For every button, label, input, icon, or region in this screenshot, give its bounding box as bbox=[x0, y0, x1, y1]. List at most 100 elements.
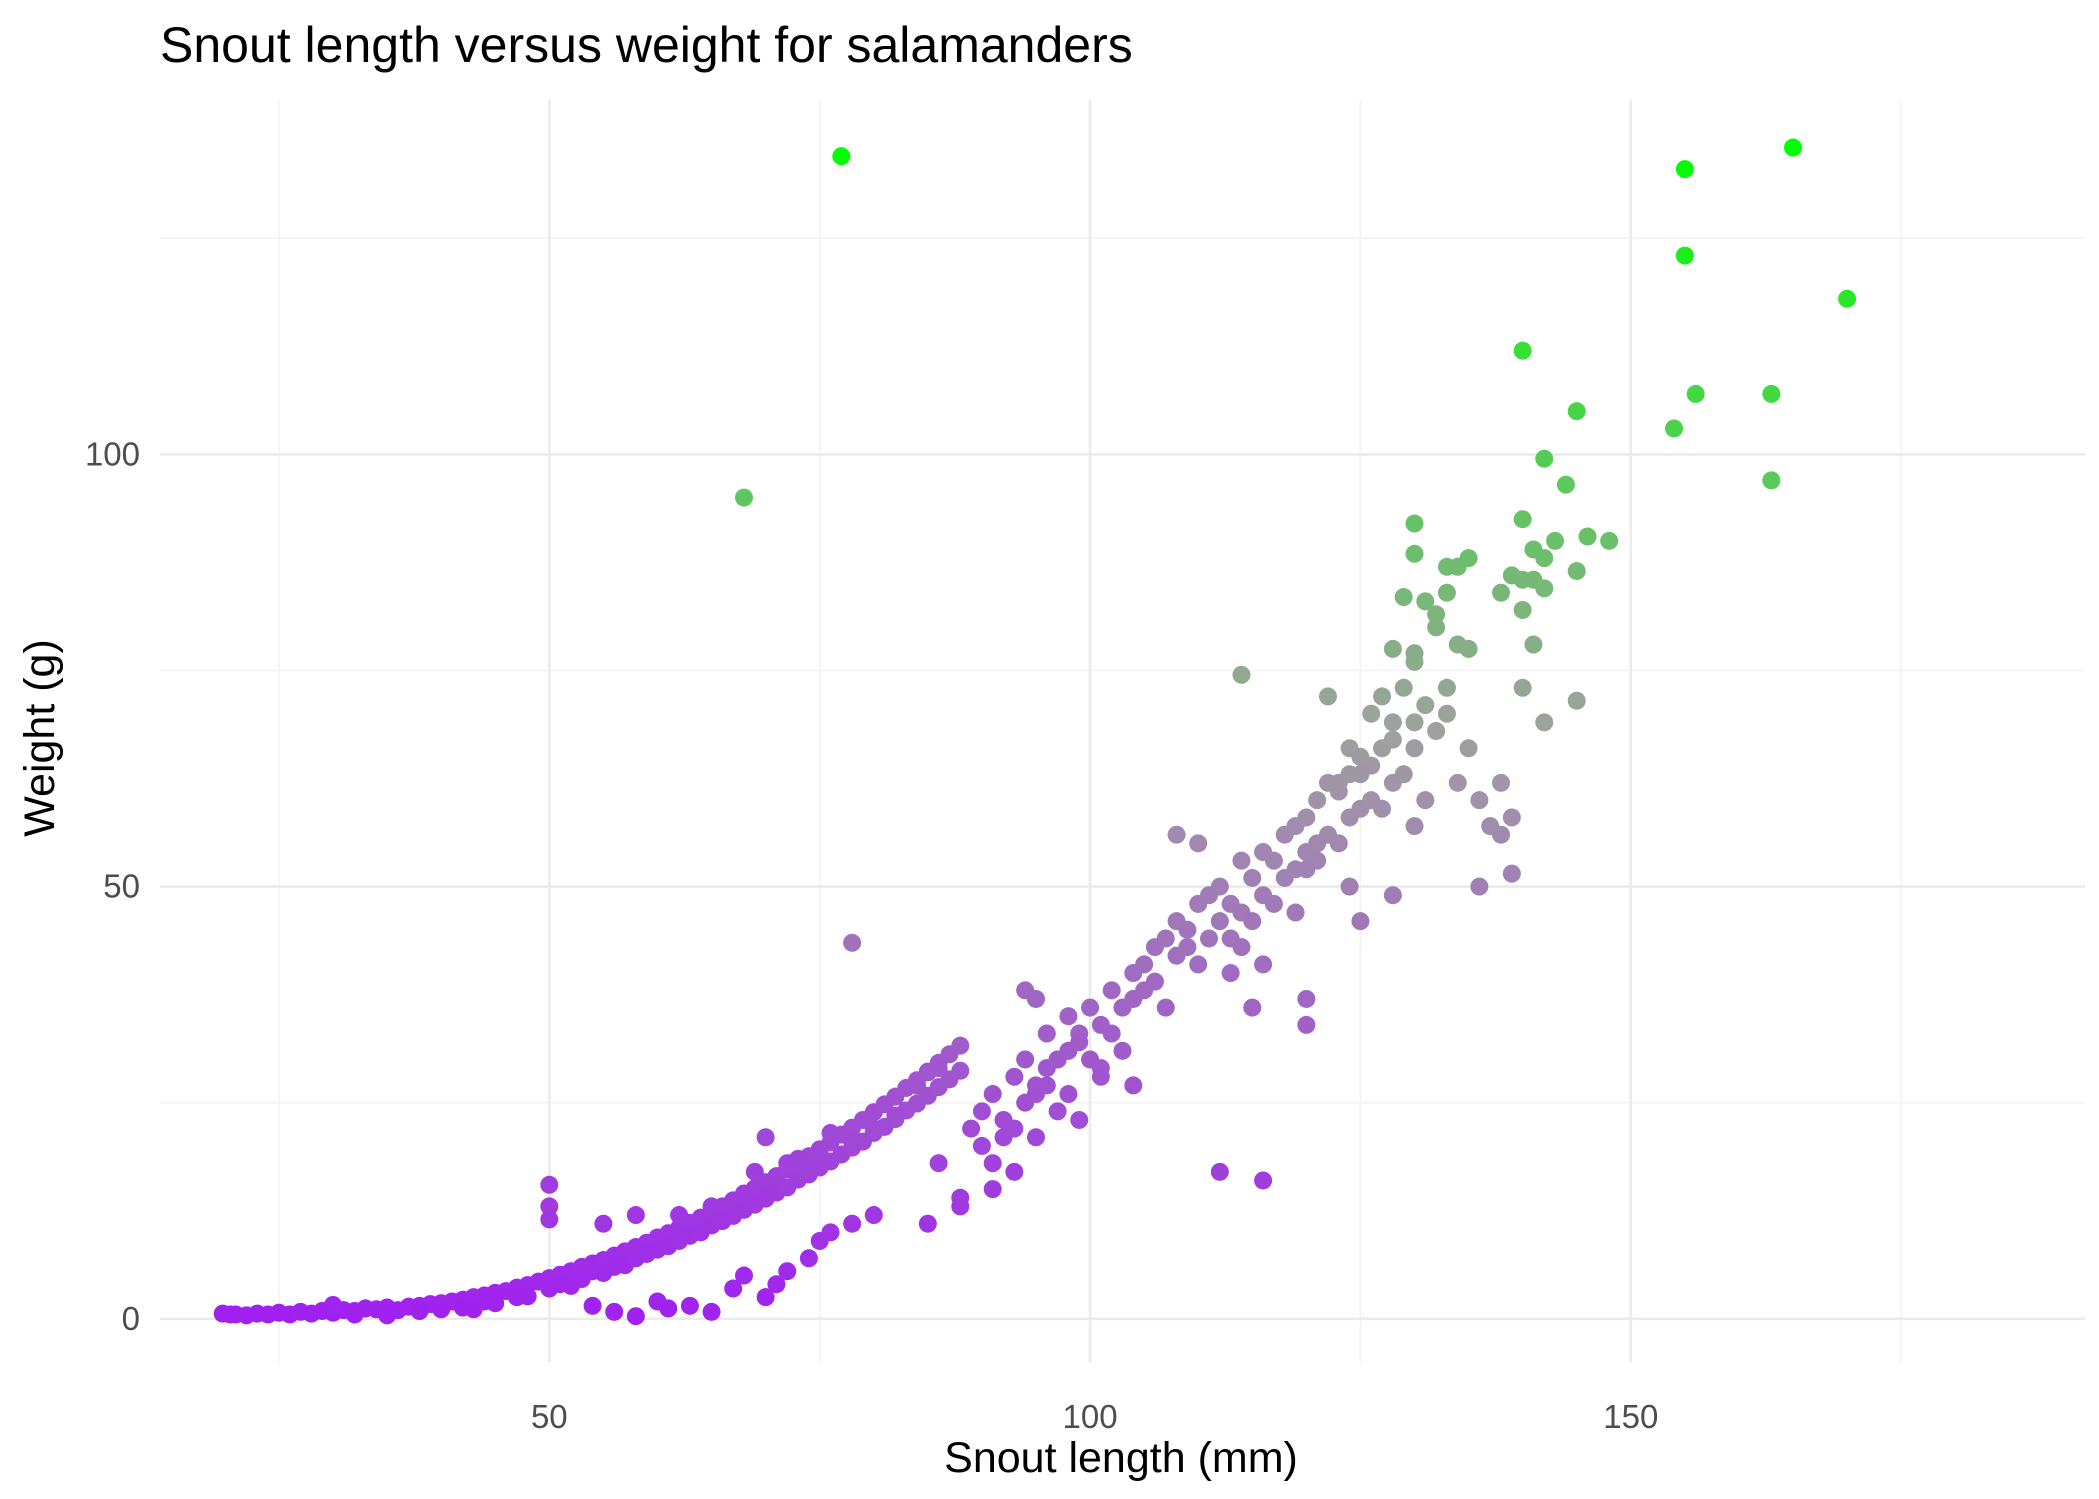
data-point bbox=[1070, 1110, 1089, 1129]
data-point bbox=[1124, 1076, 1143, 1095]
data-point bbox=[1329, 773, 1348, 792]
data-point bbox=[1513, 678, 1532, 697]
data-point bbox=[1535, 579, 1554, 598]
data-point bbox=[1492, 825, 1511, 844]
data-point bbox=[1210, 877, 1229, 896]
data-point bbox=[908, 1076, 927, 1095]
data-point bbox=[1113, 1041, 1132, 1060]
data-points bbox=[213, 138, 1857, 1326]
data-point bbox=[821, 1223, 840, 1242]
data-point bbox=[843, 1132, 862, 1151]
data-point bbox=[1037, 1076, 1056, 1095]
data-point bbox=[799, 1158, 818, 1177]
data-point bbox=[1340, 739, 1359, 758]
data-point bbox=[734, 1266, 753, 1285]
data-point bbox=[1102, 981, 1121, 1000]
data-point bbox=[1600, 531, 1619, 550]
data-point bbox=[1383, 886, 1402, 905]
data-point bbox=[680, 1296, 699, 1315]
data-point bbox=[324, 1295, 343, 1314]
data-point bbox=[1048, 1050, 1067, 1069]
data-point bbox=[1221, 964, 1240, 983]
data-point bbox=[659, 1299, 678, 1318]
data-point bbox=[983, 1154, 1002, 1173]
data-point bbox=[1394, 765, 1413, 784]
data-point bbox=[724, 1279, 743, 1298]
data-point bbox=[1210, 1162, 1229, 1181]
y-axis-ticks: 0 50 100 bbox=[85, 435, 140, 1336]
data-point bbox=[756, 1128, 775, 1147]
data-point bbox=[1502, 864, 1521, 883]
data-point bbox=[1546, 531, 1565, 550]
data-point bbox=[1254, 955, 1273, 974]
data-point bbox=[1308, 834, 1327, 853]
data-point bbox=[778, 1262, 797, 1281]
data-point bbox=[1037, 1024, 1056, 1043]
data-point bbox=[1081, 998, 1100, 1017]
data-point bbox=[1059, 1085, 1078, 1104]
x-tick-label: 50 bbox=[531, 1398, 568, 1435]
data-point bbox=[1383, 730, 1402, 749]
data-point bbox=[1297, 989, 1316, 1008]
data-point bbox=[702, 1302, 721, 1321]
data-point bbox=[1383, 639, 1402, 658]
data-point bbox=[972, 1102, 991, 1121]
data-point bbox=[1405, 713, 1424, 732]
data-point bbox=[983, 1180, 1002, 1199]
data-point bbox=[1232, 851, 1251, 870]
data-point bbox=[810, 1141, 829, 1160]
data-point bbox=[951, 1188, 970, 1207]
data-point bbox=[1156, 998, 1175, 1017]
data-point bbox=[1243, 868, 1262, 887]
data-point bbox=[1351, 765, 1370, 784]
data-point bbox=[1513, 510, 1532, 529]
data-point bbox=[1318, 687, 1337, 706]
data-point bbox=[1567, 691, 1586, 710]
data-point bbox=[734, 488, 753, 507]
data-point bbox=[1264, 851, 1283, 870]
data-point bbox=[1405, 544, 1424, 563]
data-point bbox=[1135, 955, 1154, 974]
data-point bbox=[540, 1197, 559, 1216]
data-point bbox=[1070, 1033, 1089, 1052]
data-point bbox=[756, 1288, 775, 1307]
data-point bbox=[1362, 704, 1381, 723]
data-point bbox=[1329, 834, 1348, 853]
data-point bbox=[1254, 1171, 1273, 1190]
data-point bbox=[1416, 592, 1435, 611]
data-point bbox=[1373, 687, 1392, 706]
data-point bbox=[1264, 894, 1283, 913]
data-point bbox=[1762, 384, 1781, 403]
data-point bbox=[1005, 1119, 1024, 1138]
data-point bbox=[745, 1162, 764, 1181]
data-point bbox=[929, 1154, 948, 1173]
data-point bbox=[1005, 1162, 1024, 1181]
data-point bbox=[626, 1206, 645, 1225]
data-point bbox=[843, 1214, 862, 1233]
data-point bbox=[1297, 860, 1316, 879]
data-point bbox=[1416, 696, 1435, 715]
data-point bbox=[1665, 419, 1684, 438]
data-point bbox=[1459, 739, 1478, 758]
y-tick-label: 0 bbox=[122, 1300, 140, 1337]
y-tick-label: 100 bbox=[85, 435, 140, 472]
data-point bbox=[1535, 449, 1554, 468]
data-point bbox=[1416, 791, 1435, 810]
data-point bbox=[605, 1302, 624, 1321]
data-point bbox=[1286, 903, 1305, 922]
data-point bbox=[378, 1306, 397, 1325]
data-point bbox=[1427, 605, 1446, 624]
data-point bbox=[1297, 808, 1316, 827]
data-point bbox=[1535, 549, 1554, 568]
data-point bbox=[1502, 808, 1521, 827]
data-point bbox=[1394, 588, 1413, 607]
data-point bbox=[670, 1206, 689, 1225]
data-point bbox=[1405, 739, 1424, 758]
data-point bbox=[972, 1136, 991, 1155]
data-point bbox=[864, 1206, 883, 1225]
data-point bbox=[1437, 583, 1456, 602]
x-tick-label: 150 bbox=[1603, 1398, 1658, 1435]
data-point bbox=[1405, 514, 1424, 533]
